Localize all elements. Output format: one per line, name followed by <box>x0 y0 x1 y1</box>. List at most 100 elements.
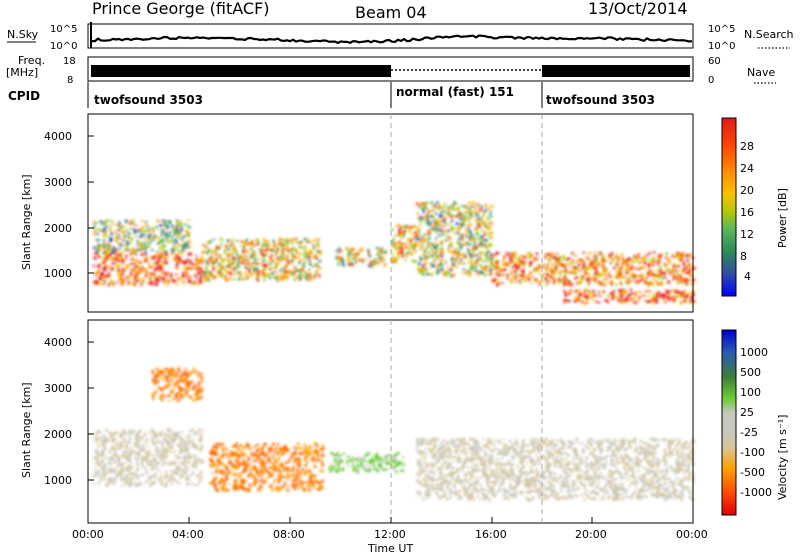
power-cell <box>428 222 430 225</box>
power-cell <box>148 282 151 284</box>
velocity-cell <box>127 451 130 453</box>
power-cell <box>596 276 598 279</box>
power-cell <box>299 277 302 280</box>
power-cb-8: 8 <box>740 250 747 263</box>
velocity-cell <box>310 458 313 460</box>
power-cell <box>359 259 362 262</box>
power-cell <box>186 234 189 236</box>
velocity-cell <box>174 451 176 453</box>
power-cell <box>420 223 423 225</box>
power-cell <box>97 229 99 231</box>
power-cell <box>146 260 148 262</box>
power-cb-28: 28 <box>740 140 754 153</box>
power-cell <box>111 267 113 269</box>
velocity-cell <box>98 445 100 447</box>
velocity-cell <box>372 457 374 459</box>
power-cell <box>225 259 228 261</box>
power-cell <box>183 269 186 271</box>
power-cell <box>217 270 219 272</box>
velocity-cell <box>217 459 219 462</box>
power-cell <box>96 282 98 285</box>
power-cell <box>318 239 320 241</box>
power-cell <box>246 278 249 280</box>
power-cell <box>437 264 439 267</box>
power-cell <box>204 276 206 279</box>
power-cell <box>528 273 531 276</box>
power-cell <box>282 239 285 241</box>
power-cell <box>254 272 256 274</box>
power-cell <box>100 283 102 285</box>
velocity-cell <box>110 436 112 438</box>
power-cell <box>574 300 577 303</box>
velocity-cell <box>571 484 574 487</box>
power-cell <box>188 276 190 279</box>
power-cell <box>419 219 421 222</box>
power-cell <box>476 273 479 276</box>
velocity-cell <box>98 481 100 483</box>
velocity-cell <box>195 393 197 396</box>
power-cell <box>248 253 250 255</box>
velocity-cell <box>228 471 230 473</box>
power-cell <box>169 231 171 234</box>
velocity-cell <box>296 453 298 456</box>
power-cell <box>281 259 283 261</box>
velocity-cell <box>213 478 216 481</box>
power-cell <box>164 232 167 235</box>
power-cell <box>384 264 386 267</box>
velocity-cell <box>185 450 187 452</box>
velocity-cell <box>174 462 176 464</box>
velocity-cell <box>129 430 131 432</box>
power-cell <box>166 272 169 275</box>
power-cell <box>391 250 393 252</box>
power-cell <box>568 262 570 264</box>
power-cell <box>636 291 638 293</box>
velocity-cell <box>291 470 293 472</box>
power-cell <box>444 203 446 205</box>
power-cell <box>118 225 120 227</box>
power-cell <box>448 267 450 269</box>
velocity-cell <box>614 478 616 481</box>
power-cell <box>688 274 690 276</box>
velocity-cell <box>192 471 195 474</box>
power-cell <box>208 261 210 263</box>
velocity-cell <box>334 470 337 472</box>
power-cell <box>491 237 493 239</box>
power-cell <box>414 231 417 234</box>
power-cell <box>565 284 567 286</box>
power-cell <box>131 220 133 222</box>
power-cell <box>361 247 364 249</box>
power-cell <box>484 261 486 263</box>
power-cell <box>150 272 153 274</box>
velocity-cell <box>181 431 183 433</box>
power-cell <box>495 272 497 274</box>
power-cell <box>419 245 421 247</box>
power-cell <box>243 277 245 280</box>
velocity-cell <box>139 482 141 484</box>
velocity-cell <box>201 373 203 375</box>
power-cell <box>436 219 439 222</box>
power-cell <box>531 282 533 284</box>
power-cell <box>96 272 98 275</box>
velocity-cell <box>300 472 302 474</box>
power-cell <box>626 282 628 285</box>
power-cell <box>514 264 516 267</box>
power-cell <box>598 291 600 293</box>
power-cell <box>470 234 473 236</box>
power-cell <box>660 271 663 273</box>
velocity-cell <box>120 479 122 481</box>
power-cell <box>134 229 136 231</box>
power-cell <box>181 279 183 281</box>
velocity-cell <box>220 486 222 489</box>
power-cell <box>121 261 123 263</box>
velocity-cell <box>136 468 139 471</box>
power-cell <box>454 232 457 234</box>
power-cell <box>167 283 169 286</box>
power-cell <box>380 258 382 260</box>
power-cell <box>558 259 560 262</box>
velocity-cell <box>178 367 181 371</box>
power-cell <box>283 253 286 256</box>
power-cell <box>538 264 541 266</box>
power-cell <box>192 262 194 265</box>
power-cell <box>310 278 312 281</box>
velocity-cell <box>294 450 297 453</box>
